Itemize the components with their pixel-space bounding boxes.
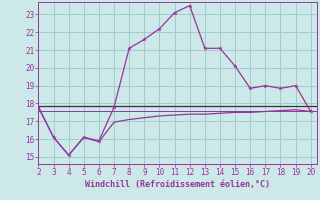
X-axis label: Windchill (Refroidissement éolien,°C): Windchill (Refroidissement éolien,°C)	[85, 180, 270, 189]
